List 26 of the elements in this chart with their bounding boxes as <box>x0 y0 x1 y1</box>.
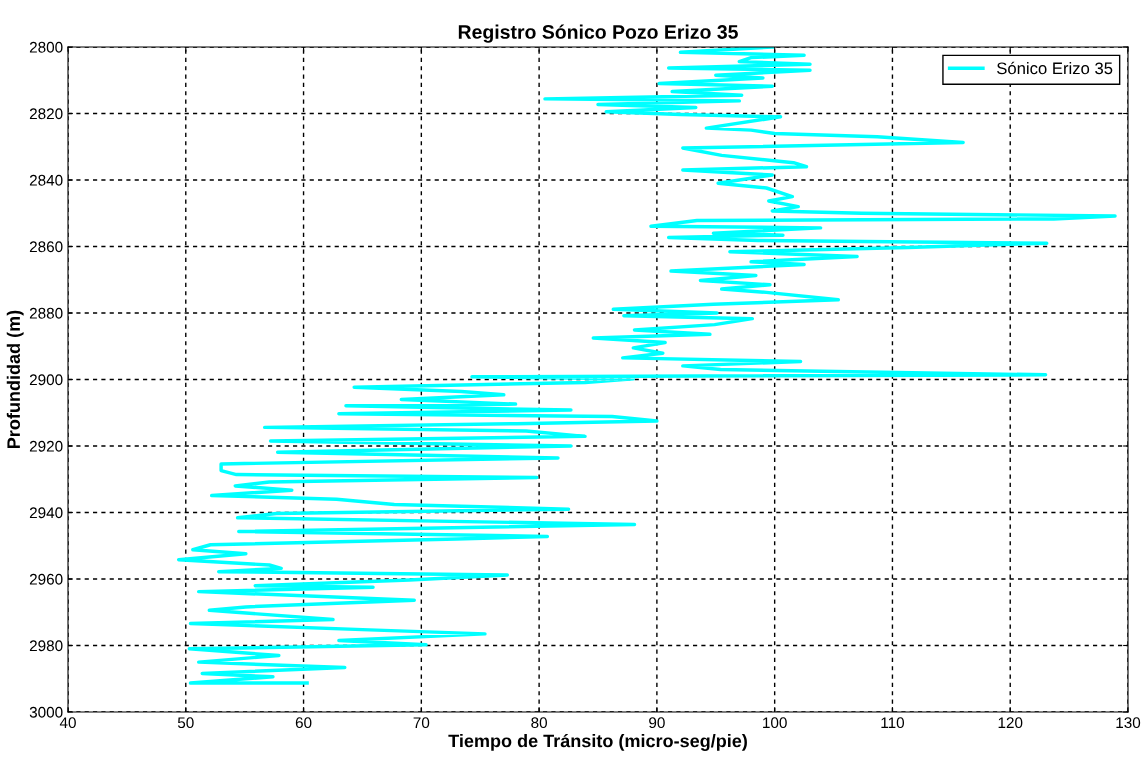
x-tick-label: 90 <box>649 717 665 729</box>
chart-title: Registro Sónico Pozo Erizo 35 <box>458 24 738 43</box>
x-tick-label: 130 <box>1116 717 1141 729</box>
x-tick-label: 80 <box>531 717 548 729</box>
y-tick-label: 2960 <box>29 573 63 585</box>
y-tick-label: 2820 <box>29 108 63 120</box>
line-series <box>176 47 1117 685</box>
x-tick-label: 50 <box>177 717 194 729</box>
y-tick-label: 2980 <box>29 640 63 652</box>
y-tick-label: 2900 <box>29 374 63 386</box>
y-tick-label: 3000 <box>29 706 63 718</box>
x-tick-label: 60 <box>295 717 312 729</box>
y-tick-label: 2940 <box>29 507 63 519</box>
x-tick-label: 110 <box>881 717 905 729</box>
y-tick-label: 2880 <box>29 307 63 319</box>
y-tick-label: 2840 <box>29 174 63 186</box>
x-tick-label: 120 <box>998 717 1023 729</box>
x-tick-label: 70 <box>413 717 430 729</box>
legend-label: Sónico Erizo 35 <box>997 61 1113 75</box>
x-axis-title: Tiempo de Tránsito (micro-seg/pie) <box>448 733 747 751</box>
y-tick-label: 2860 <box>29 241 63 253</box>
y-tick-label: 2800 <box>29 41 63 53</box>
y-axis-title: Profundidad (m) <box>6 310 24 448</box>
x-tick-label: 100 <box>763 717 787 729</box>
y-tick-label: 2920 <box>29 440 63 452</box>
x-tick-label: 40 <box>59 717 76 729</box>
